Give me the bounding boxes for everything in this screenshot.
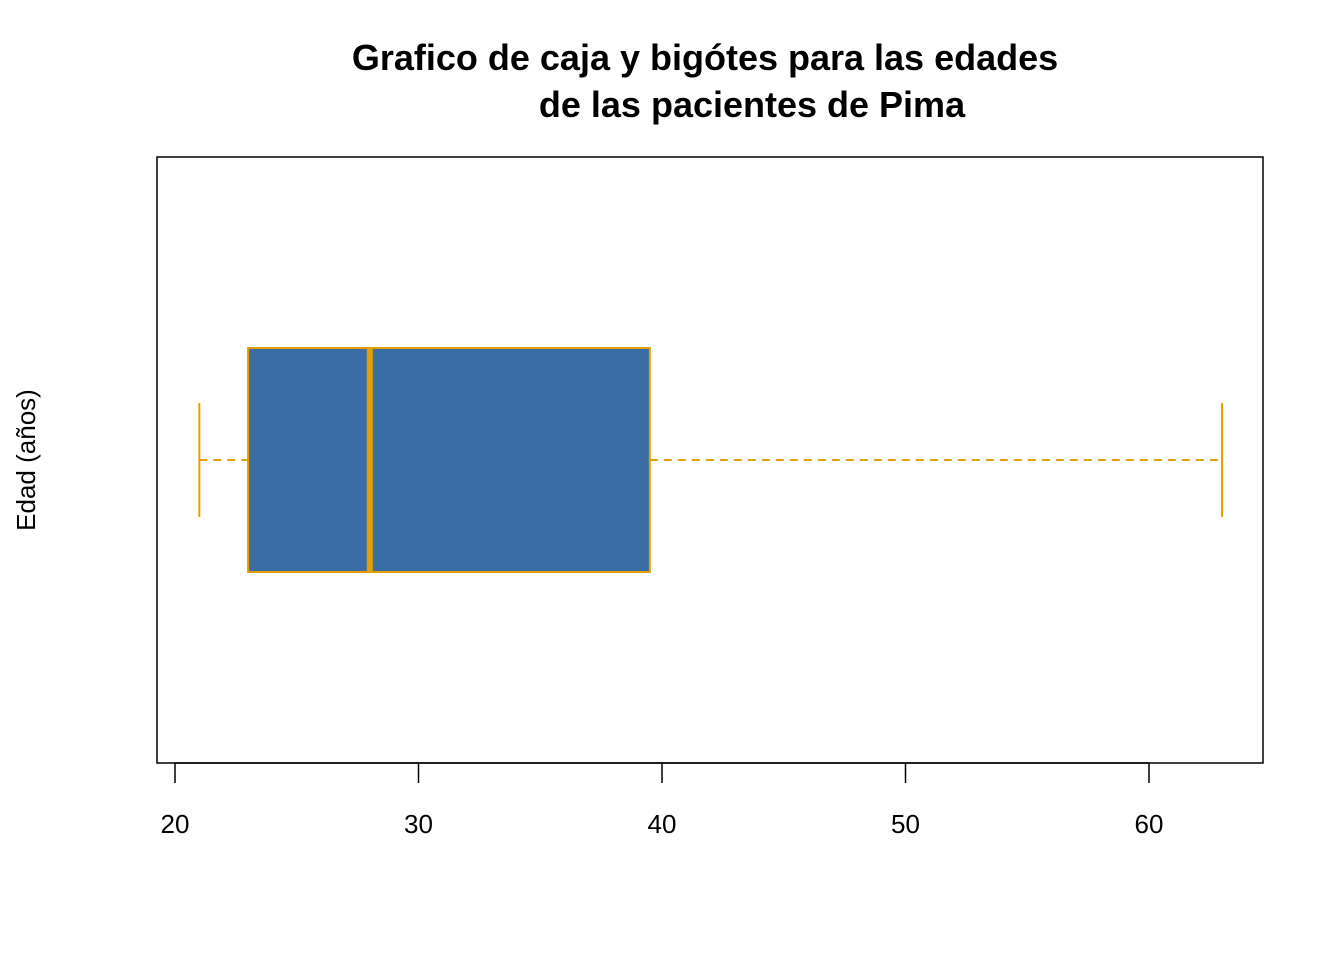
x-axis: 20 30 40 50 60: [161, 762, 1164, 839]
x-tick-label: 60: [1135, 809, 1164, 839]
chart-title-line-2: de las pacientes de Pima: [539, 84, 966, 125]
x-tick-label: 30: [404, 809, 433, 839]
chart-title-line-1: Grafico de caja y bigótes para las edade…: [352, 37, 1058, 78]
iqr-box: [247, 347, 651, 573]
x-tick-label: 40: [648, 809, 677, 839]
box-marks: [198, 347, 1224, 573]
x-tick-label: 50: [891, 809, 920, 839]
y-axis-label: Edad (años): [11, 389, 41, 531]
x-tick-label: 20: [161, 809, 190, 839]
